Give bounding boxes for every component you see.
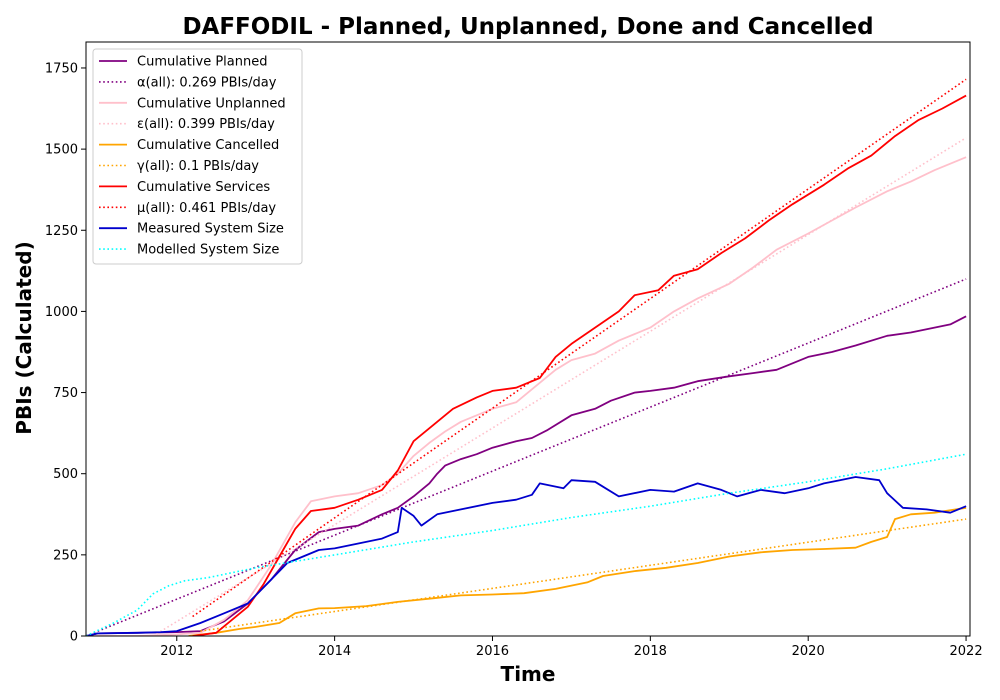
series-line-all-0-399-pbis-day bbox=[152, 137, 967, 636]
series-line-modelled-system-size bbox=[86, 453, 967, 636]
x-tick-label: 2022 bbox=[950, 644, 983, 659]
y-tick-label: 1250 bbox=[45, 224, 78, 239]
legend-label: Measured System Size bbox=[137, 222, 284, 237]
chart-title: DAFFODIL - Planned, Unplanned, Done and … bbox=[182, 14, 873, 40]
x-tick-label: 2016 bbox=[476, 644, 509, 659]
y-tick-label: 750 bbox=[53, 386, 78, 401]
series-line-all-0-1-pbis-day bbox=[200, 518, 967, 632]
series-line-cumulative-services bbox=[192, 94, 967, 636]
x-tick-label: 2020 bbox=[792, 644, 825, 659]
x-tick-label: 2012 bbox=[160, 644, 193, 659]
y-axis-ticks: 0 250 500 750 1000 1250 1500 1750 bbox=[45, 61, 86, 645]
y-tick-label: 250 bbox=[53, 548, 78, 563]
legend-label: Cumulative Cancelled bbox=[137, 138, 279, 153]
series-lines bbox=[86, 78, 967, 636]
x-tick-label: 2018 bbox=[634, 644, 667, 659]
legend: Cumulative Planned α(all): 0.269 PBIs/day… bbox=[92, 48, 303, 265]
plot-frame bbox=[85, 41, 971, 637]
series-line-all-0-269-pbis-day bbox=[86, 278, 967, 636]
legend-label: ε(all): 0.399 PBIs/day bbox=[137, 117, 275, 132]
legend-label: α(all): 0.269 PBIs/day bbox=[137, 75, 277, 90]
y-tick-label: 500 bbox=[53, 467, 78, 482]
series-line-cumulative-cancelled bbox=[188, 506, 967, 636]
legend-label: μ(all): 0.461 PBIs/day bbox=[137, 201, 276, 216]
x-axis-label: Time bbox=[501, 662, 556, 686]
legend-label: γ(all): 0.1 PBIs/day bbox=[137, 159, 259, 174]
legend-label: Cumulative Unplanned bbox=[137, 96, 286, 111]
legend-label: Cumulative Services bbox=[137, 180, 270, 195]
legend-box bbox=[92, 48, 303, 265]
series-line-all-0-461-pbis-day bbox=[192, 78, 967, 618]
y-tick-label: 1000 bbox=[45, 305, 78, 320]
legend-label: Cumulative Planned bbox=[137, 55, 267, 70]
y-tick-label: 1500 bbox=[45, 143, 78, 158]
x-axis-ticks: 2012 2014 2016 2018 2020 2022 bbox=[160, 636, 983, 659]
y-tick-label: 0 bbox=[70, 630, 78, 645]
y-tick-label: 1750 bbox=[45, 61, 78, 76]
x-tick-label: 2014 bbox=[318, 644, 351, 659]
y-axis-label: PBIs (Calculated) bbox=[12, 241, 36, 434]
legend-label: Modelled System Size bbox=[137, 243, 279, 258]
series-line-measured-system-size bbox=[86, 476, 967, 636]
